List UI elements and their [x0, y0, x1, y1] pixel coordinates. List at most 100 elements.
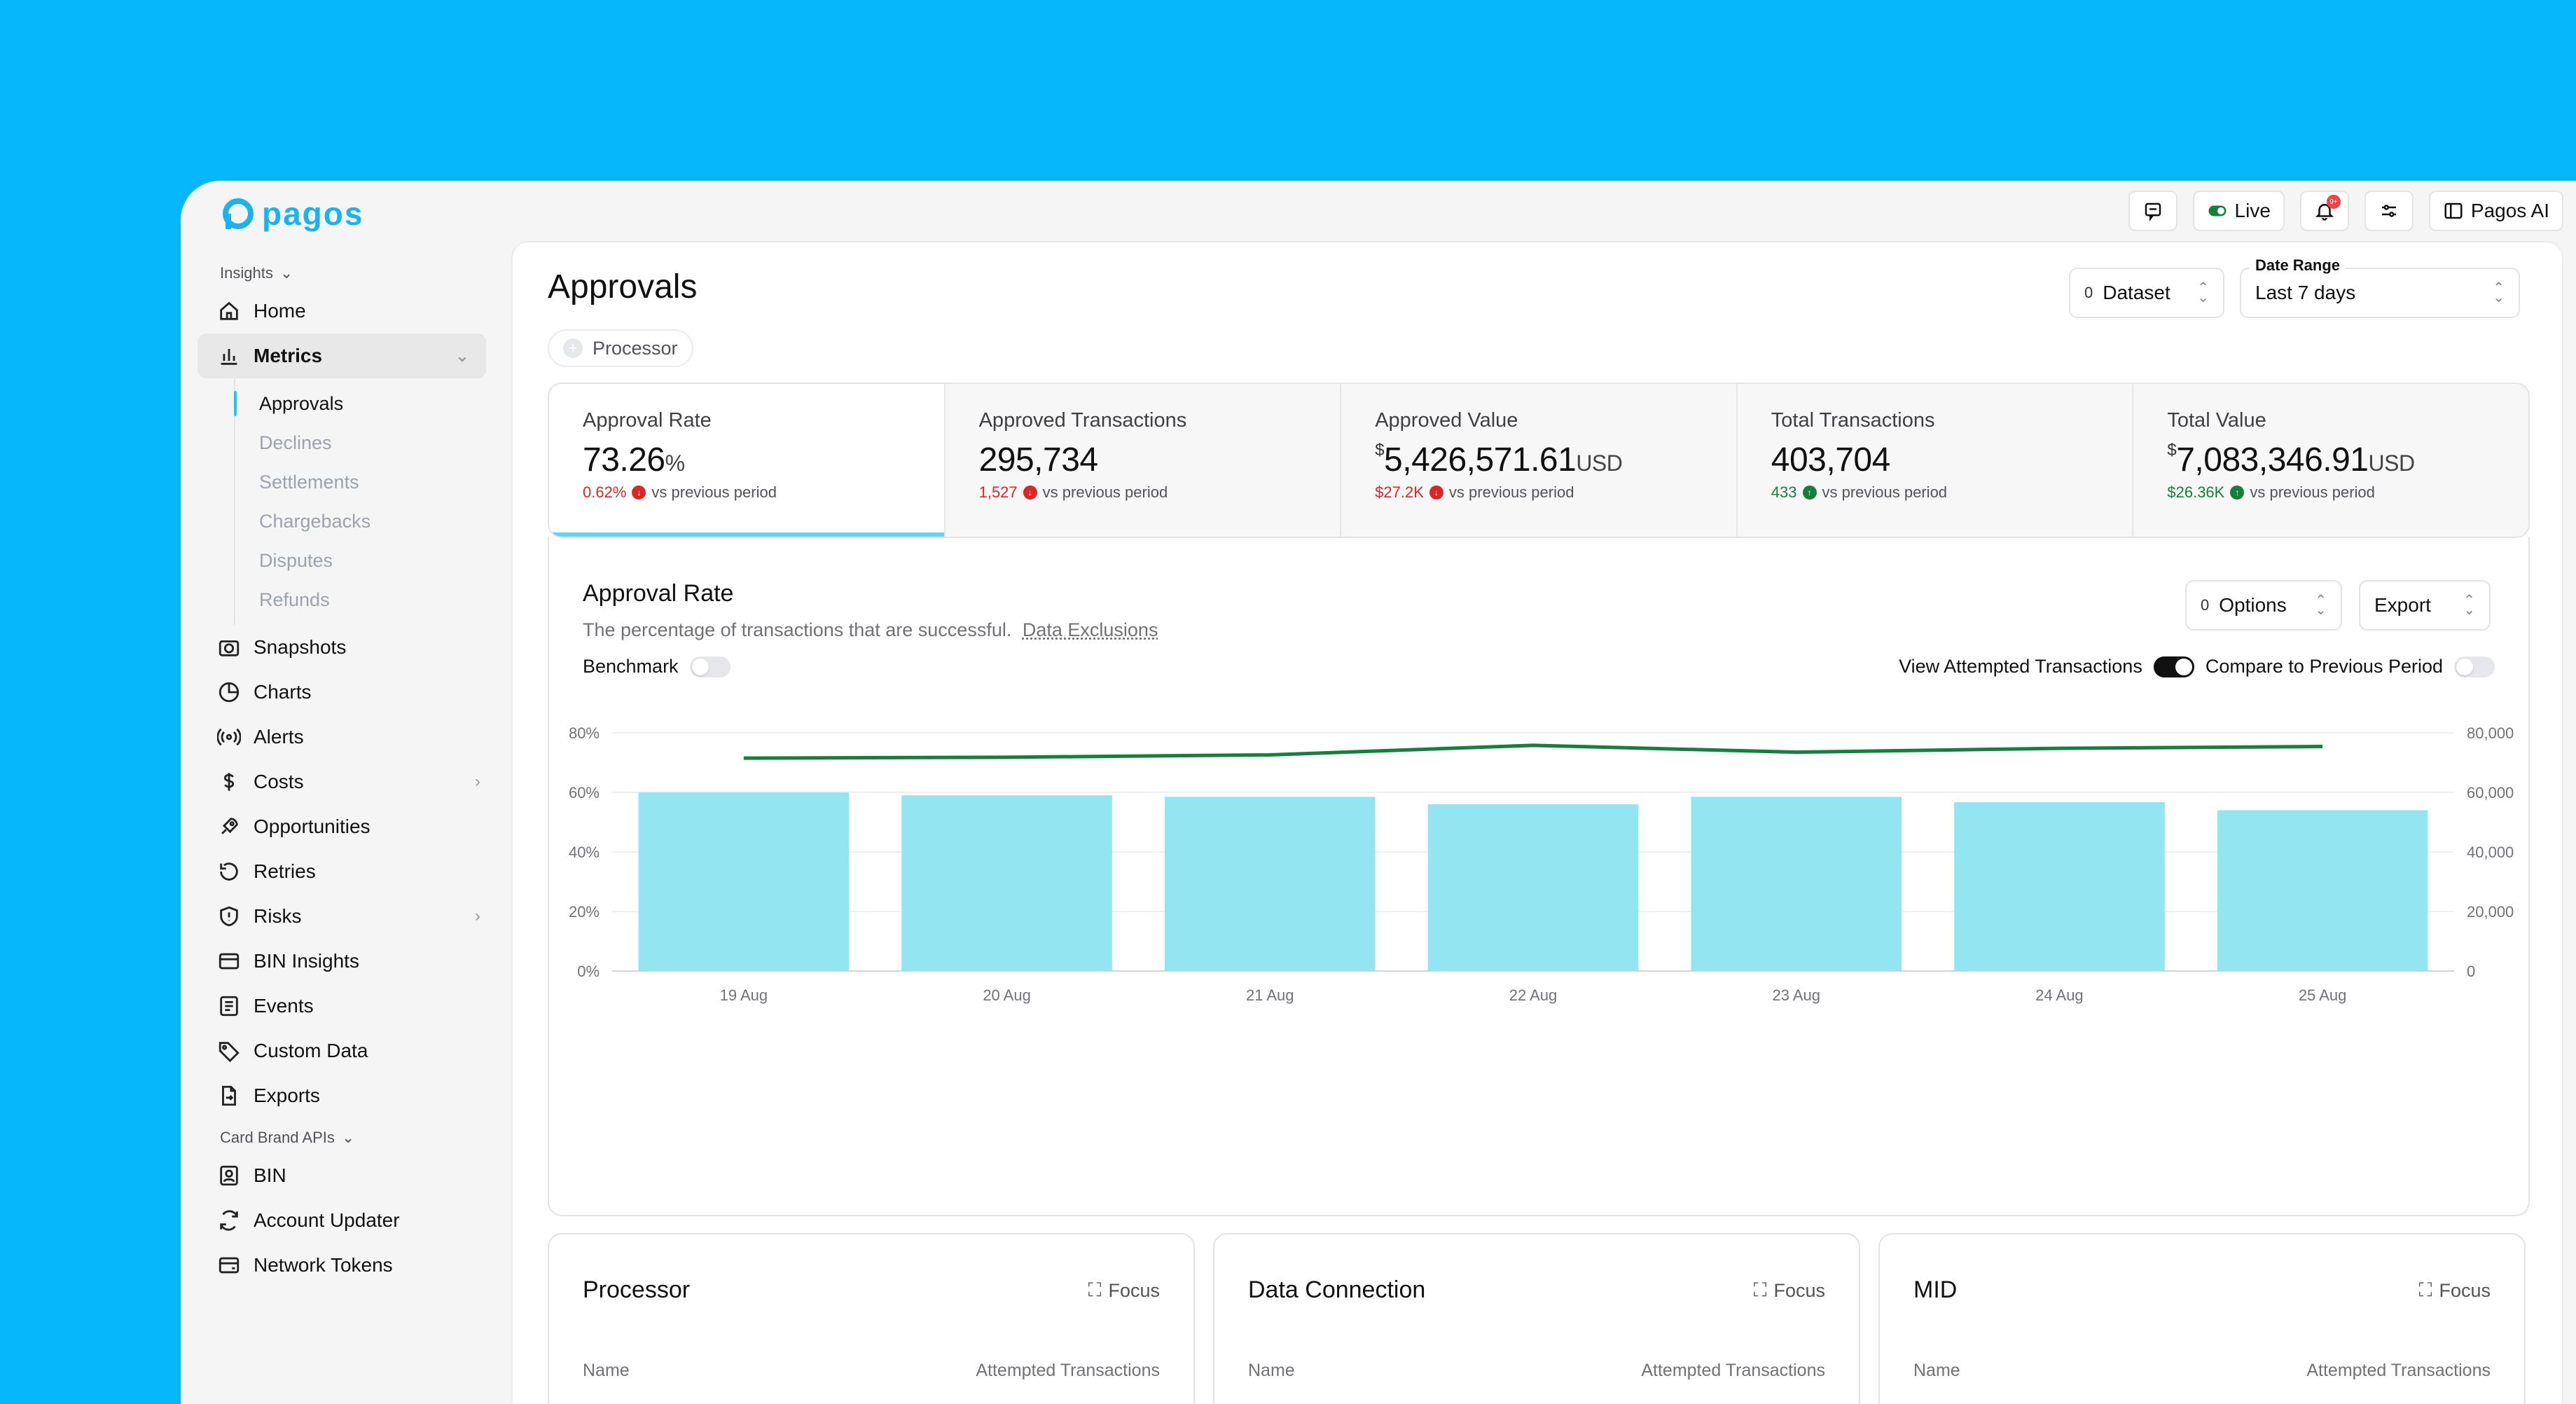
brand-name: pagos	[262, 195, 364, 232]
submenu-item-declines[interactable]: Declines	[259, 432, 332, 453]
sidebar-item-retries[interactable]: Retries	[181, 849, 503, 894]
logo[interactable]: pagos	[220, 195, 363, 233]
sidebar-item-label: Custom Data	[254, 1040, 368, 1061]
sidebar-item-home[interactable]: Home	[181, 289, 503, 333]
pagos-ai-button[interactable]: Pagos AI	[2428, 191, 2563, 231]
kpi-card[interactable]: Approval Rate 73.26% 0.62% ↓ vs previous per…	[549, 384, 944, 537]
live-toggle-button[interactable]: Live	[2192, 191, 2285, 231]
kpi-row: Approval Rate 73.26% 0.62% ↓ vs previous per…	[548, 383, 2530, 538]
export-select[interactable]: Export ⌃ ⌄	[2359, 580, 2491, 631]
kpi-number: 295,734	[978, 441, 1099, 479]
notifications-button[interactable]: 9+	[2299, 191, 2349, 231]
sidebar-item-exports[interactable]: Exports	[181, 1073, 503, 1118]
kpi-delta-text: vs previous period	[1042, 483, 1168, 501]
focus-button[interactable]: ⛶ Focus	[1088, 1279, 1160, 1302]
sidebar-item-bin-insights[interactable]: BIN Insights	[181, 939, 503, 984]
chart-bar	[901, 795, 1112, 971]
sidebar-item-alerts[interactable]: Alerts	[181, 715, 503, 759]
sidebar-item-snapshots[interactable]: Snapshots	[181, 625, 503, 670]
x-tick-label: 25 Aug	[2299, 986, 2347, 1004]
chevron-down-icon: ⌄	[279, 264, 293, 282]
submenu-item-settlements[interactable]: Settlements	[259, 471, 359, 493]
wallet-icon	[219, 1257, 240, 1274]
view-attempted-toggle[interactable]	[2153, 656, 2194, 677]
kpi-delta: $27.2K ↓ vs previous period	[1375, 483, 1703, 502]
focus-button[interactable]: ⛶ Focus	[2419, 1279, 2491, 1302]
sidebar-item-costs[interactable]: Costs ›	[181, 759, 503, 804]
kpi-delta-text: vs previous period	[2250, 483, 2375, 501]
column-header-attempted: Attempted Transactions	[1641, 1361, 1825, 1380]
chart-subtitle-text: The percentage of transactions that are …	[583, 619, 1012, 640]
sidebar-section-card-brand-apis[interactable]: Card Brand APIs ⌄	[181, 1122, 503, 1153]
rocket-icon	[221, 818, 238, 834]
bell-icon	[2315, 204, 2334, 221]
kpi-number: 73.26	[583, 441, 665, 479]
kpi-delta-value: $26.36K	[2167, 483, 2225, 501]
chevrons-up-down-icon: ⌃ ⌄	[2493, 280, 2505, 305]
chart-bar	[1427, 804, 1639, 971]
kpi-value: $7,083,346.91USD	[2167, 441, 2495, 479]
submenu-item-approvals[interactable]: Approvals	[234, 384, 503, 423]
sidebar-section-insights[interactable]: Insights ⌄	[181, 258, 503, 289]
sidebar-item-events[interactable]: Events	[181, 984, 503, 1028]
processor-filter-chip[interactable]: + Processor	[548, 329, 693, 367]
column-header-attempted: Attempted Transactions	[2306, 1361, 2491, 1380]
arrow-down-circle-icon: ↓	[632, 486, 646, 500]
main-panel: Approvals + Processor 0 Dataset ⌃ ⌄ Last …	[511, 241, 2563, 1404]
compare-previous-label: Compare to Previous Period	[2205, 656, 2443, 677]
focus-button[interactable]: ⛶ Focus	[1754, 1279, 1825, 1302]
sidebar-item-bin[interactable]: BIN	[181, 1153, 503, 1198]
kpi-number: 403,704	[1771, 441, 1891, 479]
sidebar-item-label: Home	[254, 300, 306, 322]
sidebar-item-charts[interactable]: Charts	[181, 670, 503, 715]
sidebar-item-risks[interactable]: Risks ›	[181, 894, 503, 939]
sidebar-item-label: Alerts	[254, 726, 304, 748]
settings-sliders-button[interactable]	[2364, 191, 2414, 231]
kpi-title: Total Value	[2167, 409, 2266, 432]
data-exclusions-link[interactable]: Data Exclusions	[1022, 619, 1158, 640]
kpi-card[interactable]: Approved Transactions 295,734 1,527 ↓ vs pre…	[943, 384, 1341, 537]
sidebar-item-account-updater[interactable]: Account Updater	[181, 1198, 503, 1243]
card-title: Data Connection	[1248, 1276, 1426, 1303]
benchmark-toggle[interactable]	[689, 656, 730, 677]
dataset-select[interactable]: 0 Dataset ⌃ ⌄	[2069, 268, 2224, 318]
mid-card: MID ⛶ Focus Name Attempted Transactions	[1878, 1233, 2526, 1404]
kpi-card[interactable]: Total Value $7,083,346.91USD $26.36K ↑ vs pr…	[2132, 384, 2528, 537]
focus-icon: ⛶	[1753, 1279, 1767, 1300]
kpi-delta-text: vs previous period	[1448, 483, 1574, 501]
sidebar-item-network-tokens[interactable]: Network Tokens	[181, 1243, 503, 1288]
submenu-item-chargebacks[interactable]: Chargebacks	[259, 510, 371, 532]
shield-alert-icon	[220, 906, 238, 927]
focus-label: Focus	[1773, 1279, 1825, 1301]
date-range-select[interactable]: Last 7 days ⌃ ⌄	[2240, 268, 2520, 318]
sidebar-item-metrics[interactable]: Metrics ⌄	[198, 333, 486, 378]
kpi-delta-value: 0.62%	[583, 483, 627, 501]
dataset-label: Dataset	[2103, 282, 2170, 303]
sidebar-item-label: Snapshots	[254, 636, 347, 658]
section-label: Insights	[220, 264, 273, 282]
kpi-card[interactable]: Total Transactions 403,704 433 ↑ vs previous…	[1736, 384, 2133, 537]
plus-circle-icon: +	[563, 338, 583, 358]
y-right-tick-label: 40,000	[2467, 844, 2514, 861]
arrow-down-circle-icon: ↓	[1023, 486, 1037, 500]
kpi-delta-value: 433	[1771, 483, 1797, 501]
kpi-title: Approval Rate	[583, 409, 712, 432]
sidebar-item-label: Events	[254, 995, 314, 1017]
kpi-prefix: $	[1375, 441, 1385, 460]
sidebar-item-opportunities[interactable]: Opportunities	[181, 804, 503, 849]
camera-icon	[219, 640, 240, 656]
sidebar-item-custom-data[interactable]: Custom Data	[181, 1028, 503, 1073]
sidebar-item-label: Opportunities	[254, 815, 371, 837]
kpi-card[interactable]: Approved Value $5,426,571.61USD $27.2K ↓ vs …	[1340, 384, 1736, 537]
submenu-item-refunds[interactable]: Refunds	[259, 589, 330, 610]
kpi-unit: USD	[1576, 450, 1623, 476]
submenu-item-disputes[interactable]: Disputes	[259, 549, 333, 571]
sidebar-item-label: Account Updater	[254, 1209, 400, 1231]
feedback-button[interactable]	[2128, 191, 2177, 231]
focus-label: Focus	[1108, 1279, 1160, 1301]
options-select[interactable]: 0 Options ⌃ ⌄	[2185, 580, 2342, 631]
compare-previous-toggle[interactable]	[2454, 656, 2495, 677]
notification-badge: 9+	[2326, 195, 2341, 209]
y-left-tick-label: 20%	[569, 903, 600, 921]
chevron-down-icon: ⌄	[341, 1129, 355, 1146]
